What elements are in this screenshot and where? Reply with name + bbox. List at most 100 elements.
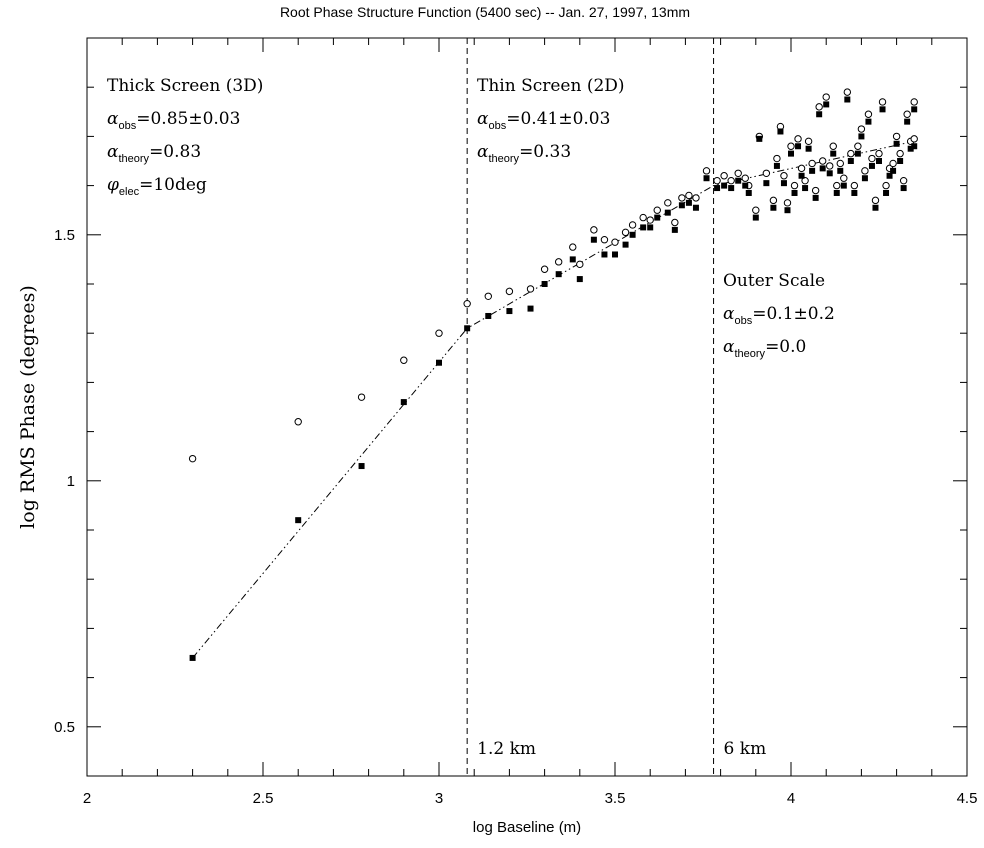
filled-square-point (780, 180, 787, 187)
filled-square-point (647, 224, 654, 231)
open-circle-point (780, 172, 788, 180)
open-circle-point (752, 206, 760, 214)
open-circle-point (850, 181, 859, 190)
open-circle-point (505, 287, 514, 296)
filled-square-point (865, 118, 872, 125)
filled-square-point (752, 214, 759, 221)
filled-square-point (868, 162, 875, 169)
open-circle-point (590, 226, 598, 234)
open-circle-point (857, 125, 866, 133)
open-circle-point (569, 243, 577, 251)
x-tick-label: 2.5 (253, 790, 274, 807)
open-circle-point (741, 174, 749, 182)
open-circle-point (790, 181, 799, 190)
x-tick-label: 3.5 (605, 790, 626, 807)
filled-square-point (745, 189, 752, 196)
regime-title: Outer Scale (723, 271, 825, 291)
regime-parameter: αtheory=0.0 (723, 337, 806, 360)
filled-square-point (911, 143, 918, 150)
filled-square-point (601, 251, 608, 258)
open-circle-point (899, 176, 908, 185)
open-circle-point (829, 142, 837, 150)
open-circle-point (435, 329, 443, 337)
filled-square-point (840, 182, 847, 189)
x-tick-label: 4.5 (957, 790, 978, 807)
open-circle-point (787, 142, 795, 150)
open-circle-point (882, 181, 890, 190)
filled-square-point (791, 189, 798, 196)
filled-square-point (400, 399, 407, 406)
open-circle-point (484, 292, 492, 300)
filled-square-point (851, 189, 858, 196)
filled-square-point (742, 182, 749, 189)
filled-square-point (879, 106, 886, 113)
y-tick-label: 1.5 (54, 227, 75, 244)
plot-frame (86, 37, 968, 777)
open-circle-point (671, 218, 679, 227)
open-circle-point (357, 393, 366, 401)
filled-square-point (612, 251, 618, 258)
open-circle-point (910, 98, 918, 106)
open-circle-point (713, 176, 721, 185)
filled-square-point (886, 172, 893, 179)
regime-parameter: αtheory=0.83 (107, 142, 201, 165)
open-circle-point (847, 149, 855, 158)
open-circle-point (628, 221, 637, 229)
y-axis-label: log RMS Phase (degrees) (17, 285, 39, 529)
filled-square-point (436, 359, 442, 366)
open-circle-point (664, 199, 672, 207)
filled-square-point (795, 143, 802, 150)
filled-square-point (295, 517, 302, 524)
filled-square-point (735, 177, 742, 184)
open-circle-point (801, 176, 809, 185)
filled-square-point (763, 180, 770, 187)
x-axis-label: log Baseline (m) (473, 819, 581, 836)
open-circle-point (794, 135, 802, 143)
filled-square-point (858, 133, 865, 140)
filled-square-point (728, 185, 735, 192)
chart-title: Root Phase Structure Function (5400 sec)… (280, 4, 690, 20)
filled-square-point (833, 189, 840, 196)
fit-line-path (192, 140, 915, 659)
open-circle-point (903, 110, 911, 118)
open-circle-point (621, 228, 630, 237)
regime-boundary-label: 1.2 km (477, 739, 536, 759)
filled-square-point (798, 172, 805, 179)
open-circle-point (840, 174, 848, 182)
open-circle-point (653, 206, 661, 214)
open-circle-point (896, 149, 904, 158)
x-tick-label: 4 (787, 790, 795, 807)
open-circle-point (910, 135, 918, 143)
filled-square-point (358, 463, 365, 470)
regime-parameter: αtheory=0.33 (477, 142, 571, 165)
filled-square-point (777, 128, 784, 135)
x-tick-label: 3 (435, 790, 443, 807)
filled-square-point (911, 106, 918, 113)
open-circle-point (734, 169, 742, 178)
y-tick-label: 0.5 (54, 719, 75, 736)
open-circle-point (762, 169, 771, 178)
filled-square-point (837, 167, 844, 174)
open-circle-point (826, 162, 834, 170)
open-circle-point (769, 196, 778, 205)
regime-title: Thick Screen (3D) (107, 76, 263, 96)
filled-square-point (883, 189, 890, 196)
open-circle-point (836, 159, 844, 168)
filled-square-point (640, 224, 647, 231)
open-circle-point (540, 265, 549, 273)
filled-square-point (770, 204, 777, 211)
filled-square-point (714, 185, 721, 192)
filled-square-point (844, 96, 851, 103)
open-circle-point (868, 154, 876, 163)
regime-parameter: φelec=10deg (107, 175, 207, 198)
filled-square-point (773, 162, 780, 169)
open-circle-point (822, 93, 830, 101)
filled-square-point (812, 194, 819, 201)
open-circle-point (808, 159, 816, 168)
open-circle-point (611, 238, 619, 246)
open-circle-point (815, 103, 823, 111)
filled-square-point (541, 281, 548, 287)
filled-square-point (847, 158, 854, 164)
filled-square-point (802, 185, 809, 192)
